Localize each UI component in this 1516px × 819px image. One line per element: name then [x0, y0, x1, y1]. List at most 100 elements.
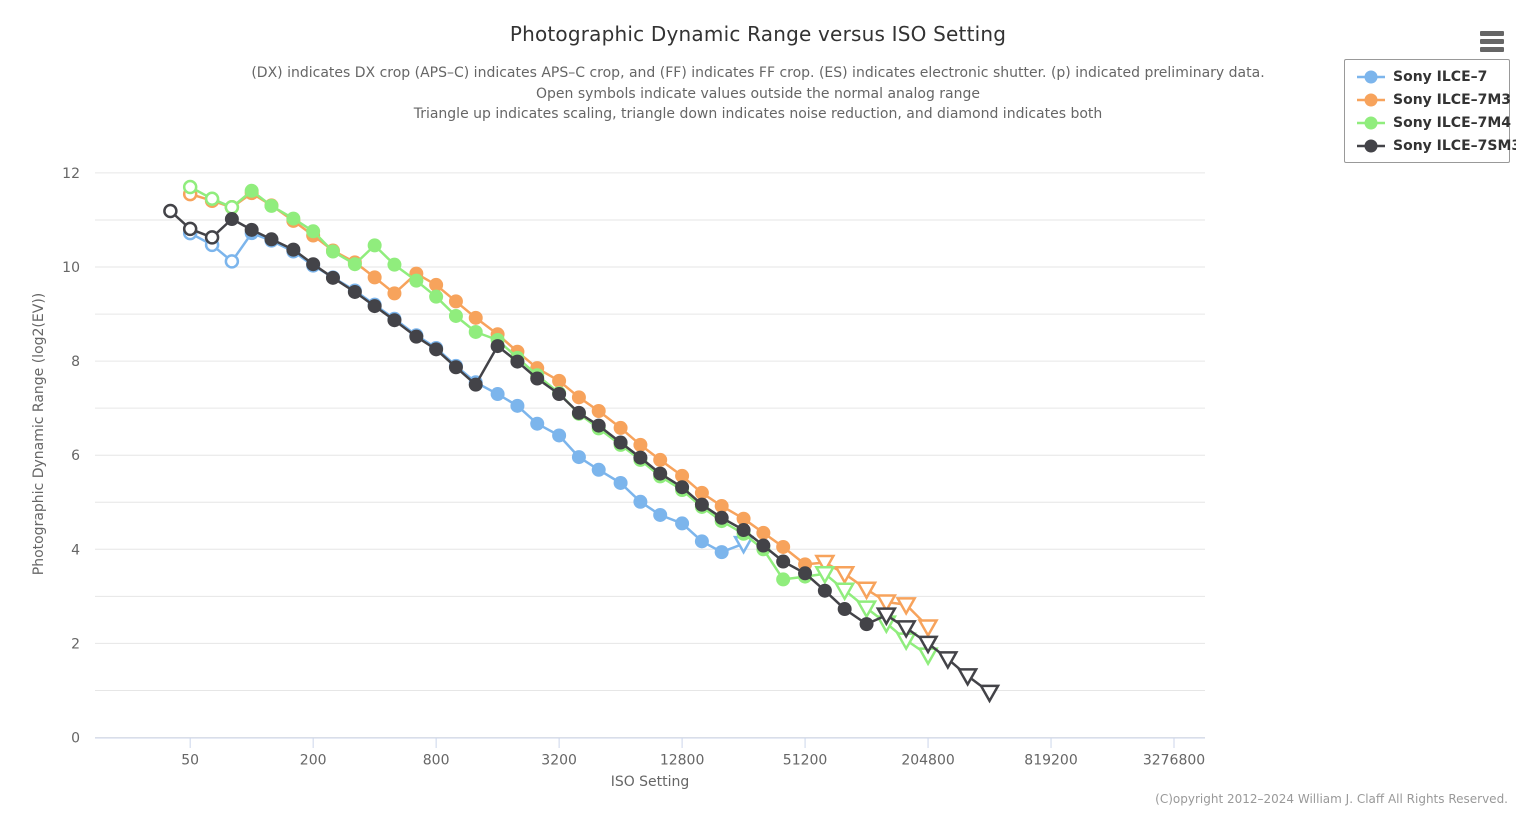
marker-open-circle	[224, 200, 240, 215]
marker-solid-circle	[325, 244, 340, 259]
hamburger-icon	[1480, 39, 1504, 44]
marker-solid-circle	[613, 435, 628, 450]
legend-item-label: Sony ILCE–7M3	[1393, 91, 1512, 108]
marker-solid-circle	[694, 485, 709, 500]
marker-solid-circle	[429, 277, 444, 292]
y-tick-label: 12	[62, 166, 80, 182]
x-tick-label: 200	[300, 753, 327, 769]
chart-title: Photographic Dynamic Range versus ISO Se…	[509, 22, 1007, 46]
marker-solid-circle	[387, 313, 402, 328]
legend-series-marker-icon	[1357, 93, 1385, 106]
legend-series-marker-icon	[1357, 70, 1385, 83]
marker-solid-circle	[653, 507, 668, 522]
marker-open-triangle-down	[834, 566, 856, 585]
marker-solid-circle	[571, 450, 586, 465]
marker-open-circle	[204, 191, 220, 207]
marker-solid-circle	[448, 360, 463, 375]
marker-solid-circle	[286, 211, 301, 226]
legend-item-sony-ilce-7[interactable]: Sony ILCE–7	[1355, 65, 1509, 88]
hamburger-icon	[1480, 47, 1504, 52]
legend-item-sony-ilce-7m3[interactable]: Sony ILCE–7M3	[1355, 88, 1512, 111]
marker-solid-circle	[468, 377, 483, 392]
marker-open-triangle-down	[956, 668, 979, 687]
chart-subtitle: (DX) indicates DX crop (APS–C) indicates…	[0, 63, 1516, 125]
marker-open-circle	[224, 254, 240, 269]
legend-series-marker-icon	[1357, 139, 1385, 152]
marker-open-circle	[204, 230, 220, 245]
marker-solid-circle	[468, 310, 483, 325]
marker-solid-circle	[736, 523, 751, 538]
marker-solid-circle	[429, 289, 444, 304]
marker-open-circle	[182, 221, 198, 237]
x-tick-label: 12800	[660, 753, 705, 769]
marker-solid-circle	[675, 516, 690, 531]
marker-solid-circle	[613, 475, 628, 490]
marker-solid-circle	[756, 538, 771, 553]
marker-open-triangle-down	[917, 635, 939, 655]
marker-solid-circle	[264, 198, 279, 213]
marker-solid-circle	[591, 418, 606, 433]
x-tick-label: 50	[181, 753, 199, 769]
marker-solid-circle	[552, 387, 567, 402]
marker-solid-circle	[776, 572, 791, 587]
marker-solid-circle	[347, 284, 362, 299]
marker-solid-circle	[387, 286, 402, 301]
marker-solid-circle	[306, 257, 321, 272]
x-axis: 50 200 800 3200 12800 51200 204800 819200 327680…	[95, 737, 1205, 769]
marker-solid-circle	[591, 403, 606, 418]
marker-open-triangle-down	[937, 651, 959, 670]
marker-solid-circle	[325, 270, 340, 285]
marker-solid-circle	[264, 232, 279, 247]
legend-item-sony-ilce-7sm3[interactable]: Sony ILCE–7SM3	[1355, 134, 1516, 157]
credits-link[interactable]: (C)opyright 2012–2024 William J. Claff A…	[1155, 792, 1508, 806]
legend-item-label: Sony ILCE–7SM3	[1393, 137, 1516, 154]
y-axis-title: Photographic Dynamic Range (log2(EV))	[31, 292, 47, 576]
marker-solid-circle	[653, 466, 668, 481]
marker-solid-circle	[633, 494, 648, 509]
marker-solid-circle	[306, 224, 321, 239]
x-axis-title: ISO Setting	[610, 774, 690, 790]
marker-solid-circle	[714, 499, 729, 514]
legend-item-label: Sony ILCE–7	[1393, 68, 1488, 85]
marker-solid-circle	[613, 420, 628, 435]
marker-solid-circle	[591, 462, 606, 477]
marker-open-triangle-down	[814, 566, 836, 585]
legend-item-sony-ilce-7m4[interactable]: Sony ILCE–7M4	[1355, 111, 1511, 134]
marker-solid-circle	[571, 405, 586, 420]
marker-solid-circle	[633, 437, 648, 452]
marker-solid-circle	[244, 183, 259, 198]
marker-solid-circle	[633, 450, 648, 465]
marker-open-triangle-down	[875, 607, 898, 627]
marker-solid-circle	[510, 354, 525, 369]
marker-solid-circle	[552, 428, 567, 443]
series-line	[189, 231, 745, 554]
marker-solid-circle	[694, 497, 709, 512]
export-menu-button[interactable]	[1478, 26, 1506, 52]
y-gridlines	[95, 172, 1205, 738]
series-sony-ilce-7sm3	[163, 203, 1001, 704]
marker-solid-circle	[817, 583, 832, 598]
marker-open-triangle-down	[978, 684, 1001, 704]
legend-series-marker-icon	[1357, 116, 1385, 129]
chart-subtitle-line-1: (DX) indicates DX crop (APS–C) indicates…	[251, 65, 1265, 81]
marker-open-triangle-down	[895, 597, 917, 616]
y-tick-label: 4	[71, 542, 80, 558]
chart-subtitle-line-2: Open symbols indicate values outside the…	[535, 85, 981, 102]
marker-solid-circle	[448, 294, 463, 309]
marker-open-circle	[163, 203, 178, 219]
marker-solid-circle	[694, 534, 709, 549]
marker-solid-circle	[714, 545, 729, 560]
marker-open-triangle-down	[917, 619, 939, 638]
marker-open-triangle-down	[855, 600, 878, 620]
marker-solid-circle	[837, 602, 852, 617]
x-tick-label: 819200	[1024, 753, 1077, 769]
marker-open-triangle-down	[834, 582, 856, 602]
marker-solid-circle	[798, 566, 813, 581]
marker-solid-circle	[776, 554, 791, 569]
marker-solid-circle	[859, 617, 874, 632]
marker-solid-circle	[409, 329, 424, 344]
marker-solid-circle	[490, 387, 505, 402]
marker-open-triangle-down	[875, 594, 898, 614]
marker-open-circle	[182, 179, 198, 195]
